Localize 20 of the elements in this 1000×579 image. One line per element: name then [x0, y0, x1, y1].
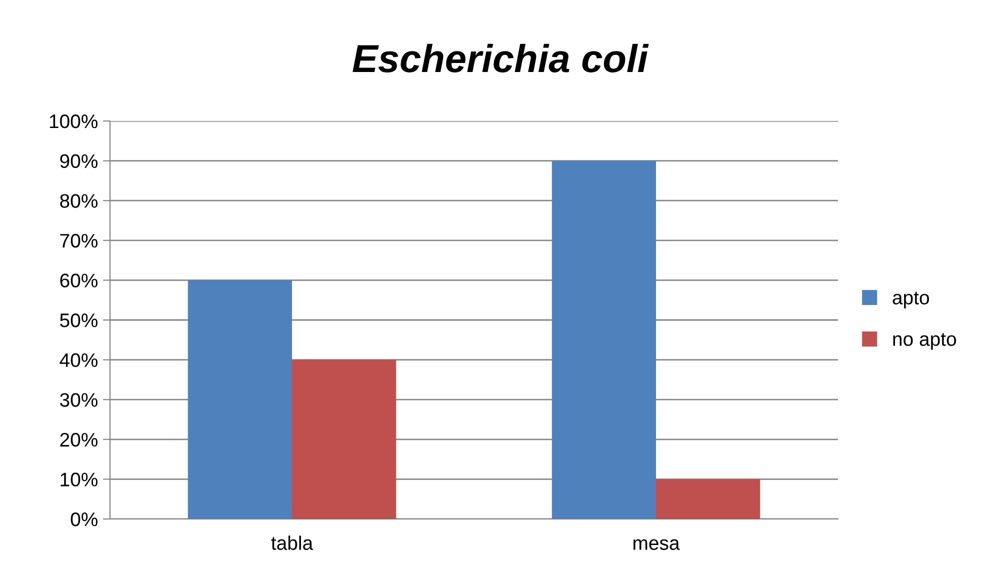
- y-tick-label: 80%: [60, 194, 98, 208]
- y-tick-label: 70%: [60, 234, 98, 248]
- bar: [552, 160, 656, 519]
- y-tick-label: 60%: [60, 274, 98, 288]
- bar: [292, 360, 396, 519]
- y-tick-label: 0%: [70, 512, 98, 526]
- y-tick-label: 100%: [50, 114, 98, 128]
- bar: [188, 280, 292, 519]
- chart-title: Escherichia coli: [352, 44, 649, 72]
- legend-label: no apto: [893, 333, 956, 350]
- y-tick-label: 40%: [60, 353, 98, 368]
- legend-label: apto: [892, 292, 929, 308]
- x-tick-label: tabla: [271, 536, 314, 550]
- y-tick-label: 30%: [60, 393, 98, 407]
- y-tick-label: 10%: [60, 472, 98, 486]
- bar: [656, 479, 760, 519]
- x-tick-label: mesa: [634, 539, 680, 550]
- y-tick-label: 20%: [60, 432, 98, 447]
- y-tick-label: 50%: [60, 313, 98, 328]
- y-tick-label: 90%: [60, 154, 98, 168]
